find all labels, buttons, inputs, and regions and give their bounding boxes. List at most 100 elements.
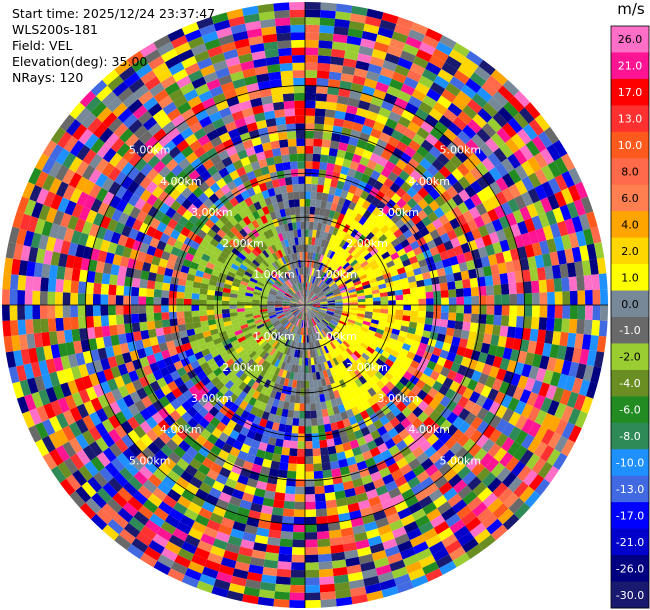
velocity-bin <box>352 240 361 249</box>
velocity-bin <box>305 463 314 472</box>
velocity-bin <box>343 276 351 283</box>
velocity-bin <box>93 315 102 328</box>
velocity-bin <box>294 310 301 317</box>
velocity-bin <box>291 547 305 555</box>
velocity-bin <box>305 312 308 321</box>
velocity-bin <box>335 396 343 406</box>
velocity-bin <box>457 234 468 246</box>
velocity-bin <box>294 206 301 215</box>
velocity-bin <box>310 402 317 411</box>
velocity-bin <box>299 198 305 207</box>
velocity-bin <box>428 200 440 212</box>
velocity-bin <box>376 425 388 437</box>
velocity-bin <box>352 75 366 86</box>
velocity-bin <box>213 578 231 591</box>
velocity-bin <box>325 257 332 266</box>
velocity-bin <box>297 433 305 442</box>
velocity-bin <box>140 329 150 340</box>
velocity-bin <box>307 312 311 320</box>
velocity-bin <box>350 299 358 303</box>
velocity-bin <box>302 305 305 313</box>
velocity-bin <box>494 294 502 305</box>
velocity-bin <box>77 293 86 305</box>
velocity-bin <box>314 333 319 342</box>
velocity-bin <box>494 432 509 448</box>
velocity-bin <box>193 470 207 483</box>
velocity-bin <box>184 286 193 294</box>
velocity-bin <box>381 204 392 215</box>
velocity-bin <box>397 540 413 553</box>
velocity-bin <box>311 334 315 343</box>
velocity-bin <box>282 329 289 337</box>
velocity-bin <box>382 272 392 280</box>
velocity-bin <box>314 207 321 216</box>
velocity-bin <box>310 294 317 301</box>
velocity-bin <box>269 347 277 356</box>
velocity-bin <box>579 245 590 262</box>
velocity-bin <box>355 60 370 71</box>
velocity-bin <box>369 413 380 424</box>
velocity-bin <box>531 292 540 305</box>
velocity-bin <box>469 277 479 288</box>
velocity-bin <box>161 475 176 489</box>
velocity-bin <box>91 492 107 509</box>
velocity-bin <box>501 305 510 316</box>
velocity-bin <box>347 168 357 178</box>
velocity-bin <box>446 454 461 469</box>
velocity-bin <box>374 271 383 278</box>
velocity-bin <box>354 453 365 464</box>
velocity-bin <box>160 444 174 457</box>
velocity-bin <box>528 230 540 245</box>
velocity-bin <box>384 52 401 65</box>
range-ring-label: 4.00km <box>408 423 450 436</box>
velocity-bin <box>332 374 339 383</box>
velocity-bin <box>392 451 405 463</box>
velocity-bin <box>244 301 253 305</box>
colorbar-tick-label: 1.0 <box>621 271 639 284</box>
velocity-bin <box>423 405 435 417</box>
velocity-bin <box>388 305 396 310</box>
velocity-bin <box>70 280 79 294</box>
velocity-bin <box>252 343 260 351</box>
velocity-bin <box>330 284 338 290</box>
velocity-bin <box>116 324 126 335</box>
velocity-bin <box>331 286 339 292</box>
velocity-bin <box>324 109 336 118</box>
velocity-bin <box>275 324 283 331</box>
velocity-bin <box>278 55 293 64</box>
velocity-bin <box>318 215 324 224</box>
velocity-bin <box>324 224 331 233</box>
velocity-bin <box>358 216 368 226</box>
velocity-bin <box>409 62 426 76</box>
velocity-bin <box>374 255 384 264</box>
velocity-bin <box>216 571 233 584</box>
velocity-bin <box>432 380 443 392</box>
velocity-bin <box>314 485 325 495</box>
velocity-bin <box>482 171 496 186</box>
velocity-bin <box>341 385 350 395</box>
velocity-bin <box>454 149 469 164</box>
velocity-bin <box>600 289 608 305</box>
velocity-bin <box>432 48 449 63</box>
velocity-bin <box>193 452 206 464</box>
velocity-bin <box>122 502 139 517</box>
velocity-bin <box>455 214 467 226</box>
velocity-bin <box>345 254 354 263</box>
velocity-bin <box>259 581 276 592</box>
velocity-bin <box>404 102 419 115</box>
velocity-bin <box>552 386 565 403</box>
velocity-bin <box>393 319 403 326</box>
velocity-bin <box>207 433 219 445</box>
velocity-bin <box>345 408 355 419</box>
velocity-bin <box>2 289 10 305</box>
velocity-bin <box>452 181 465 194</box>
velocity-bin <box>378 466 391 478</box>
velocity-bin <box>326 295 335 300</box>
velocity-bin <box>449 217 461 230</box>
velocity-bin <box>391 328 401 336</box>
velocity-bin <box>407 157 420 170</box>
velocity-bin <box>198 445 211 458</box>
velocity-bin <box>536 267 547 281</box>
velocity-bin <box>242 384 252 394</box>
velocity-bin <box>541 428 555 446</box>
